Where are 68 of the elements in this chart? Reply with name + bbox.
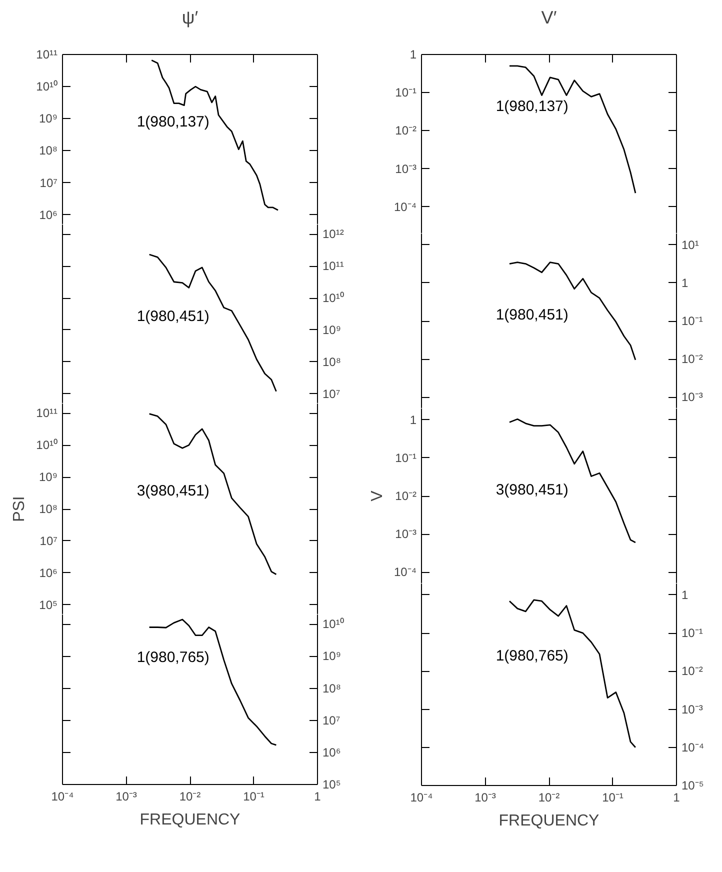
y-tick-label: 10¹ [682, 238, 699, 252]
y-tick-label: 10⁻³ [395, 162, 417, 176]
y-tick-label: 10⁻³ [395, 527, 417, 542]
x-tick-label: 10⁻² [179, 790, 201, 804]
series-label: 3(980,451) [136, 482, 210, 500]
y-tick-label: 10⁻⁵ [682, 778, 704, 792]
y-tick-label: 10¹¹ [36, 48, 58, 62]
y-tick-label: 10⁻³ [682, 702, 703, 716]
y-tick-label: 1 [410, 48, 417, 62]
y-tick-label: 10¹⁰ [36, 438, 58, 452]
y-tick-label: 10⁸ [322, 354, 341, 369]
y-tick-label: 10⁶ [39, 566, 58, 580]
y-tick-label: 10⁻⁴ [394, 565, 417, 580]
series-label: 3(980,451) [496, 481, 568, 498]
x-tick-label: 10⁻¹ [243, 790, 264, 804]
x-tick-label: 10⁻³ [116, 790, 137, 804]
x-tick-label: 10⁻⁴ [51, 790, 74, 804]
y-tick-label: 10⁹ [322, 649, 341, 664]
series-label: 1(980,765) [136, 648, 210, 666]
y-tick-label: 10⁻² [395, 124, 417, 138]
y-tick-label: 10⁹ [39, 470, 58, 484]
x-axis-title: FREQUENCY [498, 812, 600, 830]
x-tick-label: 10⁻¹ [602, 790, 624, 804]
y-tick-label: 10¹⁰ [36, 80, 58, 94]
y-tick-label: 1 [410, 412, 417, 427]
y-tick-label: 10⁷ [322, 386, 340, 401]
chart-title: ψ′ [182, 8, 199, 28]
y-tick-label: 10¹⁰ [322, 291, 344, 306]
y-tick-label: 10⁵ [322, 778, 341, 792]
y-tick-label: 10⁻² [682, 352, 703, 366]
x-tick-label: 10⁻² [538, 790, 560, 804]
y-tick-label: 10⁻¹ [395, 86, 417, 100]
y-tick-label: 10⁷ [40, 176, 58, 190]
y-axis-title: V [368, 490, 386, 502]
y-tick-label: 10¹¹ [322, 259, 344, 274]
y-tick-label: 10¹² [322, 227, 344, 242]
y-tick-label: 10¹⁰ [322, 617, 344, 632]
y-tick-label: 10⁹ [39, 112, 58, 126]
x-axis-title: FREQUENCY [140, 812, 241, 828]
y-tick-label: 10⁹ [322, 322, 341, 337]
y-tick-label: 10⁶ [322, 745, 341, 760]
y-tick-label: 10⁻¹ [682, 626, 703, 640]
x-tick-label: 1 [314, 790, 322, 804]
series-label: 1(980,137) [496, 98, 568, 115]
y-tick-label: 1 [682, 588, 688, 602]
chart-title: V′ [541, 8, 558, 28]
y-tick-label: 10⁻¹ [682, 314, 703, 328]
y-tick-label: 10⁸ [322, 681, 341, 696]
y-tick-label: 10⁻⁴ [682, 740, 704, 754]
y-tick-label: 10⁻⁴ [394, 200, 417, 214]
y-tick-label: 10⁻² [395, 489, 417, 503]
y-tick-label: 10⁸ [39, 502, 58, 516]
y-tick-label: 10⁷ [322, 713, 340, 728]
series-label: 1(980,137) [136, 114, 210, 131]
y-tick-label: 10⁻¹ [395, 450, 417, 465]
y-tick-label: 10⁸ [39, 144, 58, 158]
y-tick-label: 10⁵ [39, 598, 58, 612]
series-label: 1(980,451) [496, 306, 568, 324]
x-tick-label: 10⁻³ [474, 790, 496, 804]
y-axis-title: PSI [11, 496, 28, 522]
series-label: 1(980,765) [496, 648, 568, 665]
y-tick-label: 1 [682, 276, 688, 290]
series-label: 1(980,451) [136, 308, 210, 326]
y-tick-label: 10¹¹ [36, 406, 58, 420]
y-tick-label: 10⁻³ [682, 390, 703, 404]
y-tick-label: 10⁶ [39, 208, 58, 222]
y-tick-label: 10⁻² [682, 664, 703, 678]
y-tick-label: 10⁷ [40, 534, 58, 548]
